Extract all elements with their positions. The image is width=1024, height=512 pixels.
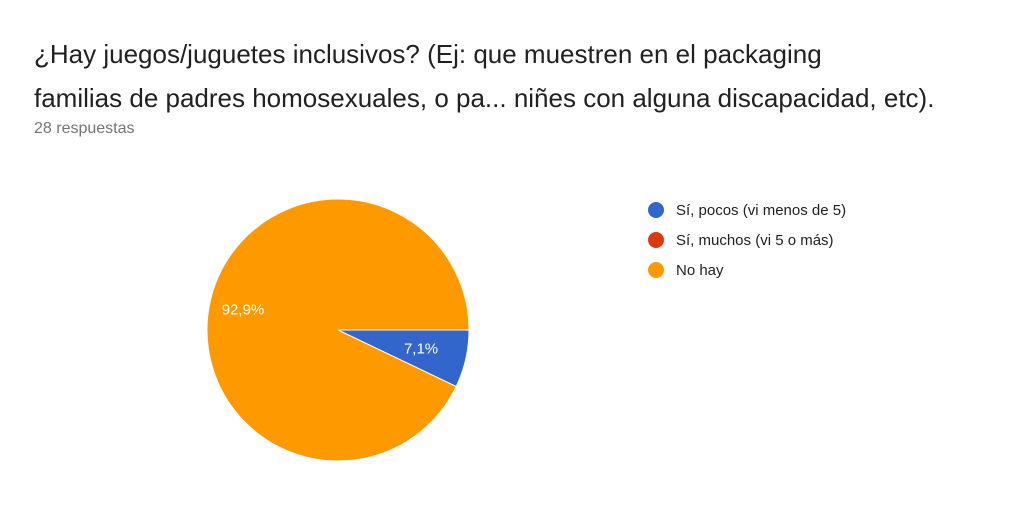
legend-item-no-hay[interactable]: No hay bbox=[648, 255, 846, 285]
chart-title: ¿Hay juegos/juguetes inclusivos? (Ej: qu… bbox=[34, 32, 1004, 120]
chart-legend: Sí, pocos (vi menos de 5) Sí, muchos (vi… bbox=[648, 195, 846, 285]
legend-item-si-muchos[interactable]: Sí, muchos (vi 5 o más) bbox=[648, 225, 846, 255]
legend-label: Sí, pocos (vi menos de 5) bbox=[676, 201, 847, 219]
pie-slice-no-hay[interactable] bbox=[206, 198, 470, 462]
pie-label-si-pocos: 7,1% bbox=[404, 340, 438, 357]
chart-title-line-1: ¿Hay juegos/juguetes inclusivos? (Ej: qu… bbox=[34, 39, 822, 69]
chart-title-line-2: familias de padres homosexuales, o pa...… bbox=[34, 83, 935, 113]
response-count: 28 respuestas bbox=[34, 120, 135, 137]
legend-color-dot bbox=[648, 262, 664, 278]
pie-label-no-hay: 92,9% bbox=[222, 302, 265, 319]
legend-color-dot bbox=[648, 202, 664, 218]
legend-color-dot bbox=[648, 232, 664, 248]
legend-label: No hay bbox=[676, 261, 724, 279]
legend-item-si-pocos[interactable]: Sí, pocos (vi menos de 5) bbox=[648, 195, 846, 225]
legend-label: Sí, muchos (vi 5 o más) bbox=[676, 231, 834, 249]
